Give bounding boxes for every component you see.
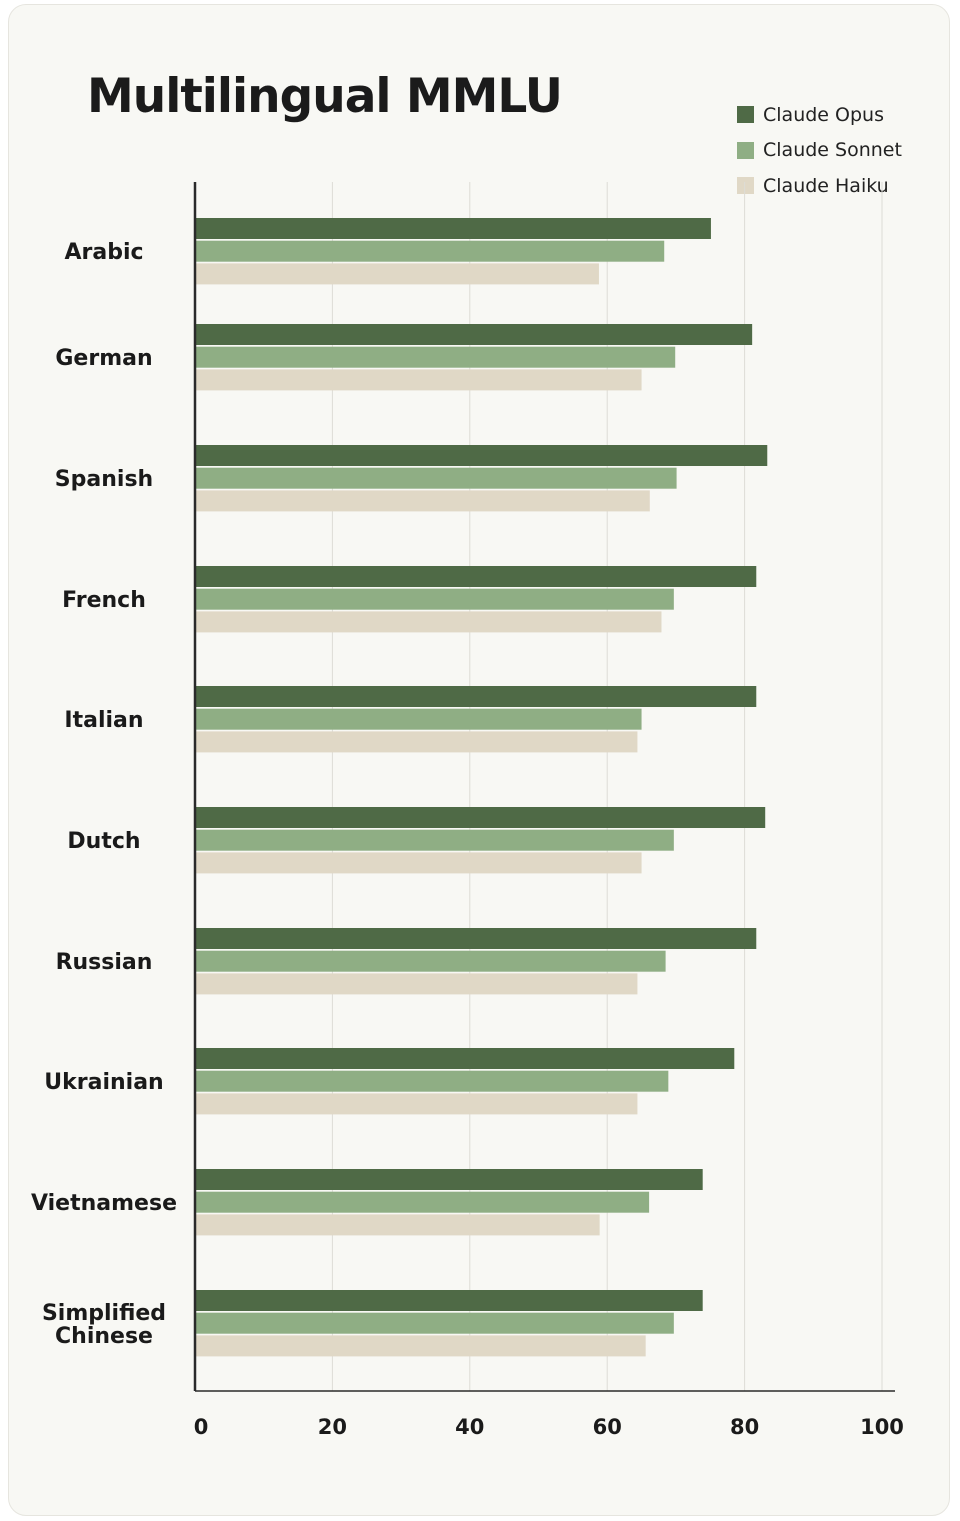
legend-item-haiku: Claude Haiku bbox=[737, 168, 902, 204]
bar-claude-opus bbox=[195, 1169, 703, 1190]
category-label: German bbox=[55, 346, 152, 371]
bar-claude-haiku bbox=[195, 731, 638, 753]
bar-claude-haiku bbox=[195, 263, 599, 285]
bar-claude-sonnet bbox=[195, 1070, 669, 1092]
bar-claude-opus bbox=[195, 928, 757, 949]
x-tick-label: 80 bbox=[730, 1415, 759, 1439]
bar-claude-sonnet bbox=[195, 829, 674, 851]
bar-claude-haiku bbox=[195, 1093, 638, 1115]
x-tick-label: 60 bbox=[593, 1415, 622, 1439]
category-label: Simplified Chinese bbox=[42, 1301, 166, 1349]
bar-claude-sonnet bbox=[195, 346, 676, 368]
category-label: French bbox=[62, 588, 146, 613]
category-label: Spanish bbox=[55, 467, 153, 492]
category-label: Ukrainian bbox=[44, 1070, 163, 1095]
legend-label-sonnet: Claude Sonnet bbox=[763, 139, 902, 162]
bar-claude-opus bbox=[195, 1290, 703, 1311]
bar-claude-sonnet bbox=[195, 467, 677, 489]
bar-claude-haiku bbox=[195, 973, 638, 995]
x-tick-label: 40 bbox=[455, 1415, 484, 1439]
bar-claude-haiku bbox=[195, 490, 650, 512]
legend-label-opus: Claude Opus bbox=[763, 103, 884, 126]
bar-claude-opus bbox=[195, 218, 711, 239]
legend: Claude Opus Claude Sonnet Claude Haiku bbox=[737, 97, 902, 204]
bar-claude-opus bbox=[195, 1048, 735, 1069]
bar-claude-haiku bbox=[195, 852, 642, 874]
bar-claude-opus bbox=[195, 566, 757, 587]
legend-label-haiku: Claude Haiku bbox=[763, 174, 889, 197]
bar-claude-haiku bbox=[195, 369, 642, 391]
bar-claude-sonnet bbox=[195, 1191, 650, 1213]
bar-claude-sonnet bbox=[195, 1312, 674, 1334]
chart-title: Multilingual MMLU bbox=[87, 69, 563, 124]
category-label: Dutch bbox=[67, 829, 140, 854]
bar-claude-opus bbox=[195, 324, 753, 345]
category-label: Vietnamese bbox=[31, 1191, 177, 1216]
bar-claude-sonnet bbox=[195, 588, 674, 610]
x-tick-label: 0 bbox=[194, 1415, 209, 1439]
bar-claude-sonnet bbox=[195, 240, 665, 262]
bar-claude-haiku bbox=[195, 1214, 600, 1236]
bar-claude-haiku bbox=[195, 611, 662, 633]
bar-claude-opus bbox=[195, 686, 757, 707]
bar-claude-opus bbox=[195, 445, 768, 466]
legend-item-sonnet: Claude Sonnet bbox=[737, 133, 902, 169]
category-label: Russian bbox=[56, 950, 153, 975]
legend-swatch-opus bbox=[737, 106, 754, 124]
legend-swatch-haiku bbox=[737, 177, 754, 195]
bar-claude-sonnet bbox=[195, 950, 666, 972]
bar-claude-haiku bbox=[195, 1335, 646, 1357]
bar-claude-opus bbox=[195, 807, 766, 828]
legend-item-opus: Claude Opus bbox=[737, 97, 902, 133]
x-tick-label: 20 bbox=[318, 1415, 347, 1439]
x-tick-label: 100 bbox=[860, 1415, 904, 1439]
category-label: Italian bbox=[64, 708, 143, 733]
category-label: Arabic bbox=[64, 240, 143, 265]
legend-swatch-sonnet bbox=[737, 141, 754, 159]
bar-claude-sonnet bbox=[195, 708, 642, 730]
